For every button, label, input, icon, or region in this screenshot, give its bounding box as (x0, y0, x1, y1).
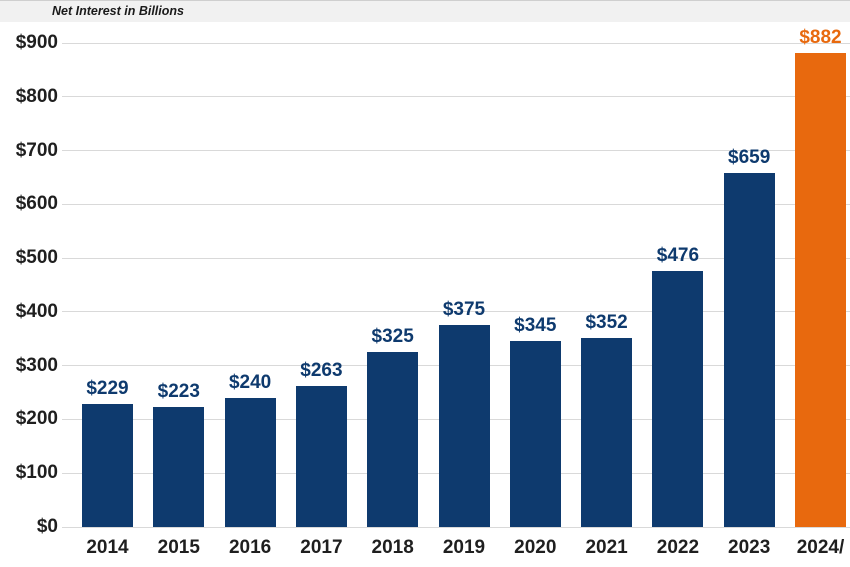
gridline (62, 257, 850, 259)
bar-2015 (153, 407, 205, 527)
x-axis-tick-label: 2016 (228, 537, 272, 558)
bar-2023 (723, 172, 775, 527)
gridline (62, 150, 850, 152)
gridline (62, 526, 850, 528)
bar-value-label: $263 (300, 359, 343, 381)
x-axis-tick-label: 2017 (300, 537, 343, 558)
bar-2021 (581, 337, 633, 527)
x-axis-tick-label: 2023 (728, 537, 771, 558)
bar-value-label: $882 (799, 26, 842, 48)
bar-2019 (438, 325, 490, 527)
gridline (62, 42, 850, 44)
y-axis-tick-label: $800 (15, 85, 58, 107)
chart-title-bar: Net Interest in Billions (0, 0, 850, 22)
bar-2017 (295, 385, 347, 527)
y-axis-tick-label: $400 (15, 300, 58, 322)
y-axis-tick-label: $700 (15, 139, 58, 161)
x-axis-tick-label: 2021 (585, 537, 628, 558)
y-axis-tick-label: $100 (15, 462, 58, 484)
x-axis-tick-label: 2014 (86, 537, 129, 558)
x-axis-tick-label: 2018 (371, 537, 414, 558)
x-axis-tick-label: 2022 (656, 537, 700, 558)
chart-title: Net Interest in Billions (52, 4, 184, 18)
gridline (62, 311, 850, 313)
bar-value-label: $223 (157, 381, 200, 403)
y-axis-tick-label: $0 (36, 516, 58, 537)
bar-2020 (509, 341, 561, 527)
x-axis-tick-label: 2024/ (796, 537, 845, 558)
bar-2014 (82, 403, 133, 527)
bar-2024 (795, 52, 846, 527)
bar-2016 (224, 397, 276, 527)
bar-value-label: $325 (371, 326, 414, 348)
bar-value-label: $352 (585, 311, 628, 333)
y-axis-tick-label: $500 (15, 247, 58, 269)
x-axis-tick-label: 2020 (514, 537, 557, 558)
bar-value-label: $375 (442, 299, 486, 321)
gridline (62, 203, 850, 205)
gridline (62, 96, 850, 98)
y-axis-tick-label: $200 (15, 408, 58, 430)
bar-value-label: $345 (514, 315, 557, 337)
x-axis-tick-label: 2015 (157, 537, 200, 558)
bar-value-label: $659 (728, 146, 771, 168)
y-axis-tick-label: $600 (15, 193, 58, 215)
y-axis-tick-label: $900 (15, 32, 58, 53)
x-axis-tick-label: 2019 (442, 537, 486, 558)
bar-value-label: $476 (656, 245, 700, 267)
bar-value-label: $240 (228, 371, 272, 393)
bar-2022 (652, 271, 704, 527)
y-axis-tick-label: $300 (15, 354, 58, 376)
bar-2018 (367, 352, 419, 527)
bar-value-label: $229 (86, 377, 129, 399)
